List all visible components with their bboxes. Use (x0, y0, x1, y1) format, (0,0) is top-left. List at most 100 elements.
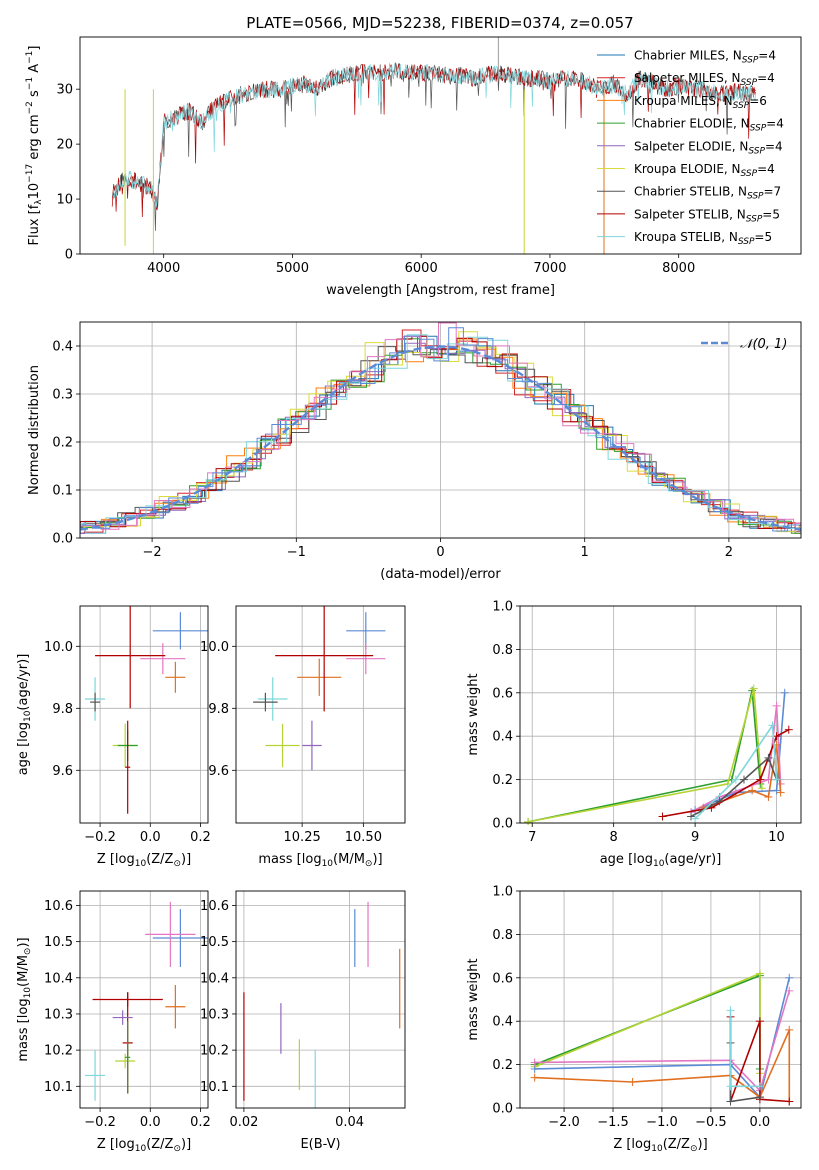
mass-vs-Z-xtick-label: −0.2 (84, 1115, 116, 1130)
normal-legend-label: 𝒩(0, 1) (740, 337, 787, 352)
mass-vs-EBV-axes: 0.02 0.04 10.1 10.2 10.3 10.4 10.5 10.6 (200, 891, 405, 1130)
massweight-vs-age-series-line (527, 690, 762, 823)
massweight-vs-age-xlabel: age [log10(age/yr)] (600, 852, 722, 869)
legend-label: Chabrier STELIB, NSSP=7 (634, 185, 781, 202)
massweight-vs-age-ytick-label: 1.0 (492, 600, 513, 615)
massweight-vs-Z-ytick-label: 1.0 (492, 885, 513, 900)
massweight-vs-Z-xtick-label: −1.0 (646, 1115, 678, 1130)
mass-vs-Z-ytick-label: 10.2 (44, 1044, 73, 1059)
massweight-vs-age-ytick-label: 0.2 (492, 773, 513, 788)
age-vs-mass-xtick-label: 10.50 (345, 830, 382, 845)
age-vs-Z-xtick-label: 0.2 (190, 830, 211, 845)
legend-label: Salpeter MILES, NSSP=4 (634, 71, 775, 88)
spectrum-ytick-label: 20 (56, 138, 73, 153)
figure-title: PLATE=0566, MJD=52238, FIBERID=0374, z=0… (246, 14, 633, 32)
legend-label: Chabrier MILES, NSSP=4 (634, 49, 776, 66)
residuals-histogram-step (80, 335, 801, 534)
residuals-xlabel: (data-model)/error (380, 567, 501, 582)
massweight-vs-age-xtick-label: 8 (610, 830, 618, 845)
residuals-ylabel: Normed distribution (27, 365, 42, 495)
spectrum-ytick-label: 10 (56, 193, 73, 208)
massweight-vs-Z-ytick-label: 0.2 (492, 1058, 513, 1073)
legend-label: Kroupa MILES, NSSP=6 (634, 94, 767, 111)
massweight-vs-age-ytick-label: 0.4 (492, 730, 513, 745)
mass-vs-Z-ytick-label: 10.6 (44, 899, 73, 914)
age-vs-Z-ytick-label: 9.6 (52, 764, 73, 779)
residuals-ytick-label: 0.3 (52, 388, 73, 403)
mass-vs-EBV-ytick-label: 10.1 (200, 1080, 229, 1095)
spectrum-lines (111, 37, 757, 254)
massweight-vs-age-ytick-label: 0.0 (492, 817, 513, 832)
age-vs-Z-axes: −0.2 0.0 0.2 9.6 9.8 10.0 (44, 606, 211, 845)
residuals-histograms (80, 322, 801, 534)
mass-vs-EBV-ytick-label: 10.6 (200, 899, 229, 914)
legend-label: Salpeter STELIB, NSSP=5 (634, 207, 780, 224)
massweight-vs-Z-ytick-label: 0.4 (492, 1015, 513, 1030)
spectrum-xlabel: wavelength [Angstrom, rest frame] (326, 283, 555, 298)
massweight-vs-Z-ytick-label: 0.8 (492, 928, 513, 943)
mass-vs-Z-ytick-label: 10.4 (44, 971, 73, 986)
legend-label: Kroupa ELODIE, NSSP=4 (634, 162, 775, 179)
residuals-histogram-step (80, 322, 801, 530)
normal-curve (80, 345, 801, 531)
legend-label: Salpeter ELODIE, NSSP=4 (634, 139, 783, 156)
residuals-frame (79, 321, 802, 539)
mass-vs-EBV-ytick-label: 10.2 (200, 1044, 229, 1059)
age-vs-mass-ytick-label: 9.6 (208, 764, 229, 779)
massweight-vs-Z-xtick-label: −0.5 (695, 1115, 727, 1130)
residuals-xtick-label: 2 (725, 545, 733, 560)
massweight-vs-Z-frame (519, 890, 802, 1109)
age-vs-Z-xlabel: Z [log10(Z/Z⊙)] (97, 852, 191, 869)
massweight-vs-age-series (524, 684, 793, 825)
mass-vs-Z-xtick-label: 0.2 (190, 1115, 211, 1130)
residuals-ytick-label: 0.2 (52, 436, 73, 451)
spectrum-model-line (111, 62, 757, 218)
legend-label: Chabrier ELODIE, NSSP=4 (634, 117, 784, 134)
massweight-vs-age-ylabel: mass weight (466, 673, 481, 755)
spectrum-xtick-label: 7000 (533, 261, 566, 276)
age-vs-mass-ytick-label: 9.8 (208, 702, 229, 717)
massweight-vs-Z-ylabel: mass weight (466, 958, 481, 1040)
massweight-vs-age-xtick-label: 10 (768, 830, 785, 845)
mass-vs-EBV-points (243, 901, 401, 1108)
age-vs-Z-ytick-label: 9.8 (52, 702, 73, 717)
mass-vs-EBV-ytick-label: 10.4 (200, 971, 229, 986)
massweight-vs-age-series-line (527, 688, 763, 823)
spectrum-xtick-label: 5000 (276, 261, 309, 276)
mass-vs-Z-xtick-label: 0.0 (140, 1115, 161, 1130)
residuals-xtick-label: −2 (143, 545, 162, 560)
massweight-vs-Z-series (530, 969, 794, 1106)
legend-label: Kroupa STELIB, NSSP=5 (634, 230, 772, 247)
spectrum-axes: 4000 5000 6000 7000 8000 0 10 20 30 (56, 83, 695, 276)
spectrum-model-line (111, 62, 757, 208)
spectrum-ytick-label: 0 (65, 248, 73, 263)
mass-vs-Z-frame (79, 890, 209, 1109)
massweight-vs-Z-ytick-label: 0.6 (492, 971, 513, 986)
age-vs-Z-xtick-label: −0.2 (84, 830, 116, 845)
age-vs-mass-axes: 10.25 10.50 9.6 9.8 10.0 (200, 606, 405, 845)
massweight-vs-age-ytick-label: 0.8 (492, 643, 513, 658)
residuals-xtick-label: −1 (287, 545, 306, 560)
massweight-vs-Z-xtick-label: 0.0 (750, 1115, 771, 1130)
age-vs-mass-xlabel: mass [log10(M/M⊙)] (258, 852, 382, 869)
massweight-vs-Z-ytick-label: 0.0 (492, 1102, 513, 1117)
residuals-histogram-step (80, 334, 801, 534)
mass-vs-EBV-xlabel: E(B-V) (300, 1137, 340, 1152)
mass-vs-EBV-frame (235, 890, 406, 1109)
age-vs-mass-frame (235, 605, 406, 824)
massweight-vs-age-ytick-label: 0.6 (492, 686, 513, 701)
mass-vs-Z-axes: −0.2 0.0 0.2 10.1 10.2 10.3 10.4 10.5 10.6 (44, 891, 211, 1130)
massweight-vs-age-axes: 7 8 9 10 0.0 0.2 0.4 0.6 0.8 1.0 (492, 600, 801, 845)
mass-vs-Z-xlabel: Z [log10(Z/Z⊙)] (97, 1137, 191, 1154)
age-vs-Z-frame (79, 605, 209, 824)
massweight-vs-Z-xlabel: Z [log10(Z/Z⊙)] (613, 1137, 707, 1154)
age-vs-Z-ylabel: age [log10(age/yr)] (16, 654, 33, 776)
mass-vs-Z-ylabel: mass [log10(M/M⊙)] (16, 937, 33, 1061)
spectrum-xtick-label: 8000 (662, 261, 695, 276)
age-vs-mass-points (253, 606, 386, 771)
age-vs-Z-xtick-label: 0.0 (140, 830, 161, 845)
mass-vs-Z-ytick-label: 10.3 (44, 1007, 73, 1022)
massweight-vs-age-xtick-label: 7 (528, 830, 536, 845)
